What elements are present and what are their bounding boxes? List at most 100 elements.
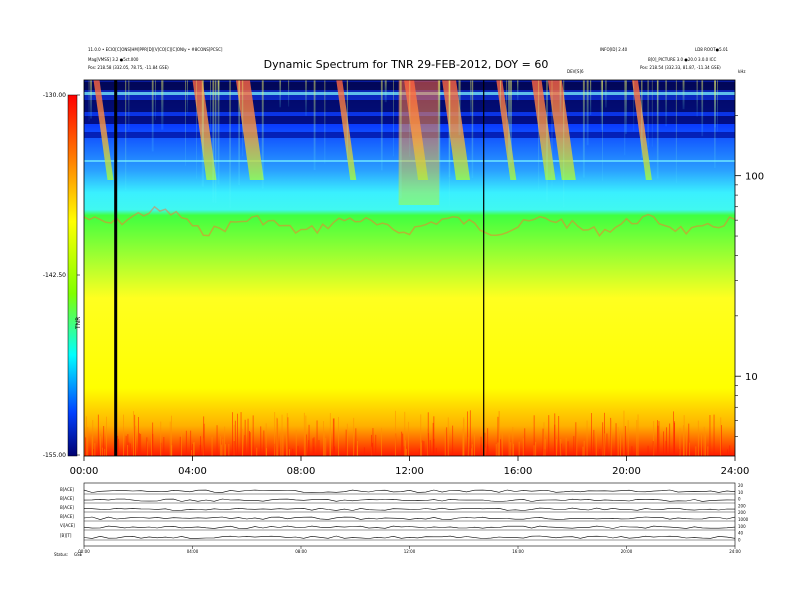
low-freq-spike xyxy=(484,432,486,456)
low-freq-spike xyxy=(544,438,546,456)
low-freq-spike xyxy=(323,421,324,456)
low-freq-spike xyxy=(332,418,334,456)
low-freq-spike xyxy=(548,415,550,456)
low-freq-spike xyxy=(533,415,535,456)
lower-right-label: 10 xyxy=(738,490,744,495)
lower-x-tick-label: 12:00 xyxy=(404,549,416,554)
low-freq-spike xyxy=(401,431,403,456)
low-freq-spike xyxy=(203,416,205,456)
low-freq-spike xyxy=(305,415,307,456)
low-freq-spike xyxy=(729,445,731,456)
low-freq-spike xyxy=(125,435,127,456)
noise-stripe xyxy=(701,80,704,137)
low-freq-spike xyxy=(247,418,249,456)
low-freq-spike xyxy=(695,446,697,456)
low-freq-spike xyxy=(427,428,429,456)
radio-burst-block xyxy=(398,80,440,205)
low-freq-spike xyxy=(221,444,222,456)
noise-stripe xyxy=(500,80,501,113)
low-freq-spike xyxy=(624,426,626,456)
noise-stripe xyxy=(409,80,411,157)
low-freq-spike xyxy=(286,413,288,456)
data-gap-lines xyxy=(114,80,485,456)
low-freq-spike xyxy=(263,430,265,456)
low-freq-spike xyxy=(185,430,187,456)
low-freq-spike xyxy=(544,449,546,456)
low-freq-spike xyxy=(471,444,473,456)
low-freq-spike xyxy=(135,425,136,456)
lower-row-trace xyxy=(83,489,736,493)
lower-row-trace xyxy=(83,525,736,529)
low-freq-spike xyxy=(522,438,524,456)
low-freq-spike xyxy=(312,438,314,456)
low-freq-spike xyxy=(444,429,446,456)
low-freq-spike xyxy=(573,436,575,456)
low-freq-spike xyxy=(533,445,535,456)
data-gap-line-1 xyxy=(483,80,485,456)
low-freq-spike xyxy=(575,422,577,456)
low-freq-spike xyxy=(163,437,165,456)
low-freq-spike xyxy=(313,446,315,456)
colorbar-label: TNR xyxy=(75,317,82,330)
noise-stripe xyxy=(196,80,197,179)
noise-stripe xyxy=(384,80,387,103)
low-freq-spike xyxy=(372,428,374,456)
noise-stripe xyxy=(313,80,316,170)
low-freq-spike xyxy=(497,442,499,456)
noise-stripe xyxy=(717,80,718,132)
header-left-line1: 11.0.0 • ECIO[C]ONS[HM]PPR[D][V]CO[C][C]… xyxy=(88,47,223,52)
low-freq-spike xyxy=(721,425,722,456)
low-freq-spike xyxy=(191,450,192,456)
colorbar-tick-label: -142.50 xyxy=(43,272,66,279)
low-freq-spike xyxy=(665,440,667,456)
noise-stripe xyxy=(563,80,565,208)
noise-stripe xyxy=(656,80,659,179)
low-freq-spike xyxy=(495,444,497,456)
low-freq-spike xyxy=(402,433,404,456)
low-freq-spike xyxy=(100,436,101,456)
noise-stripe xyxy=(242,80,244,157)
low-freq-spike xyxy=(508,434,510,456)
low-freq-spike xyxy=(277,424,279,456)
noise-stripe xyxy=(625,80,627,134)
low-freq-spike xyxy=(689,442,690,456)
low-freq-spike xyxy=(345,429,347,456)
lower-footer-mid: GSE xyxy=(74,552,83,557)
lower-x-tick-label: 24:00 xyxy=(729,549,741,554)
noise-stripe xyxy=(90,80,92,119)
lower-right-label: 0 xyxy=(738,497,741,502)
low-freq-spike xyxy=(610,417,612,456)
x-tick-label: 00:00 xyxy=(70,466,99,477)
low-freq-spike xyxy=(631,446,633,456)
low-freq-spike xyxy=(542,428,544,456)
low-freq-spike xyxy=(404,411,406,456)
low-freq-spike xyxy=(324,431,326,456)
noise-stripe xyxy=(586,80,589,146)
lower-right-label: 200 xyxy=(738,503,746,508)
lower-panel-row-labels: B[ACE] B[ACE] B[ACE] B[ACE] Vi[ACE] [B][T] xyxy=(60,487,75,538)
noise-stripe xyxy=(551,80,553,188)
low-freq-spike xyxy=(333,418,335,456)
lower-row-label: B[ACE] xyxy=(60,496,74,501)
low-freq-spike xyxy=(103,426,105,456)
noise-stripe xyxy=(633,80,635,131)
noise-stripe xyxy=(582,80,585,178)
low-freq-spike xyxy=(289,449,290,456)
low-freq-spike xyxy=(543,422,545,456)
low-freq-spike xyxy=(203,423,205,456)
low-freq-spike xyxy=(199,445,201,456)
noise-stripe xyxy=(217,80,220,185)
main-y-axis: 100 10 xyxy=(735,115,764,437)
low-freq-spike xyxy=(193,442,195,456)
low-freq-spike xyxy=(133,411,134,456)
lower-right-label: 20 xyxy=(738,483,744,488)
low-freq-spike xyxy=(423,441,425,456)
low-freq-spike xyxy=(338,417,339,456)
low-freq-spike xyxy=(554,413,556,456)
colorbar-tick-label: -155.00 xyxy=(43,452,66,459)
noise-stripe xyxy=(399,80,402,199)
low-freq-spike xyxy=(576,431,578,456)
noise-stripe xyxy=(605,80,607,108)
colorbar xyxy=(67,94,78,457)
